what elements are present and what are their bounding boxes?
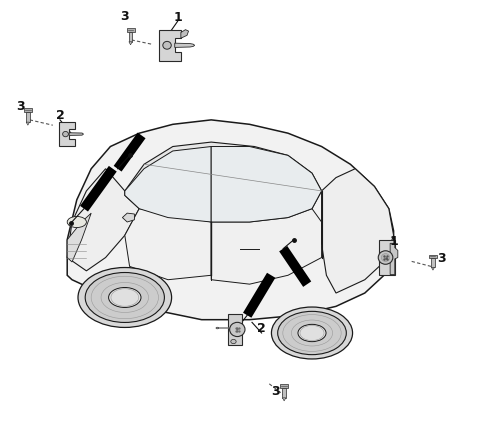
Text: 3: 3 bbox=[120, 10, 129, 24]
Polygon shape bbox=[181, 30, 189, 38]
Polygon shape bbox=[129, 32, 132, 42]
Ellipse shape bbox=[108, 288, 141, 307]
Polygon shape bbox=[125, 142, 322, 222]
Polygon shape bbox=[69, 133, 84, 135]
Text: 2: 2 bbox=[56, 109, 64, 122]
Ellipse shape bbox=[381, 254, 390, 262]
Polygon shape bbox=[228, 314, 242, 345]
Polygon shape bbox=[24, 108, 32, 112]
Ellipse shape bbox=[378, 251, 393, 264]
Polygon shape bbox=[211, 209, 322, 284]
Polygon shape bbox=[122, 213, 134, 222]
Text: 3: 3 bbox=[16, 100, 24, 113]
Text: 3: 3 bbox=[272, 385, 280, 398]
Polygon shape bbox=[67, 169, 139, 271]
Text: 2: 2 bbox=[257, 322, 266, 335]
Polygon shape bbox=[282, 388, 286, 398]
Polygon shape bbox=[129, 42, 132, 45]
Ellipse shape bbox=[272, 307, 352, 359]
Polygon shape bbox=[175, 43, 195, 48]
Polygon shape bbox=[125, 147, 211, 222]
Ellipse shape bbox=[85, 273, 164, 322]
Ellipse shape bbox=[67, 217, 86, 228]
Text: 3: 3 bbox=[437, 252, 446, 265]
Polygon shape bbox=[159, 30, 181, 61]
Ellipse shape bbox=[78, 267, 172, 328]
Ellipse shape bbox=[298, 324, 326, 342]
Ellipse shape bbox=[231, 339, 236, 344]
Polygon shape bbox=[26, 112, 30, 122]
Text: 1: 1 bbox=[173, 11, 182, 24]
Polygon shape bbox=[379, 241, 395, 274]
Ellipse shape bbox=[229, 322, 245, 337]
Ellipse shape bbox=[216, 327, 219, 329]
Polygon shape bbox=[211, 147, 322, 222]
Polygon shape bbox=[429, 254, 437, 258]
Polygon shape bbox=[432, 258, 434, 267]
Polygon shape bbox=[282, 398, 286, 401]
Polygon shape bbox=[390, 243, 398, 274]
Ellipse shape bbox=[277, 311, 347, 355]
Ellipse shape bbox=[163, 41, 171, 49]
Polygon shape bbox=[67, 120, 394, 320]
Polygon shape bbox=[59, 122, 75, 146]
Polygon shape bbox=[125, 209, 211, 280]
Polygon shape bbox=[67, 213, 91, 262]
Polygon shape bbox=[127, 28, 134, 32]
Polygon shape bbox=[26, 122, 30, 125]
Polygon shape bbox=[280, 384, 288, 388]
Polygon shape bbox=[432, 267, 434, 270]
Text: 1: 1 bbox=[389, 235, 398, 249]
Polygon shape bbox=[322, 169, 394, 293]
Ellipse shape bbox=[62, 131, 69, 137]
